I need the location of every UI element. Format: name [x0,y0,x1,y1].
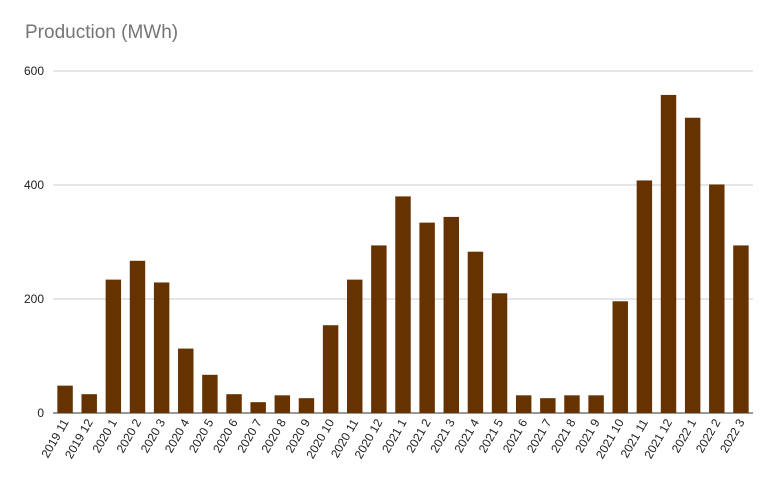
bar [81,394,97,413]
bar [395,196,411,413]
bar [57,385,73,413]
bar [226,394,242,413]
bar [202,374,218,413]
bar [322,325,339,413]
chart-title: Production (MWh) [25,22,179,43]
x-tick-label: 2022 3 [717,416,748,455]
bar [612,301,628,413]
bar [129,260,146,413]
bar [347,279,363,413]
bar [274,395,291,413]
bar [540,398,556,413]
bar [515,395,532,413]
bar [636,180,653,413]
bar [467,251,484,413]
bar [419,222,435,413]
bar [684,117,701,414]
y-tick-label: 0 [37,406,44,420]
bar [298,398,315,413]
bar [443,216,459,413]
bars [57,94,749,414]
y-tick-label: 200 [24,292,44,306]
bar [178,348,194,413]
bar [371,245,387,413]
bar [564,395,580,413]
bar [105,279,122,413]
bar [588,395,604,413]
y-tick-label: 600 [24,64,44,78]
bar [153,282,170,413]
bar [709,184,725,413]
bar [250,402,266,413]
bar [733,245,749,413]
y-axis: 0 200 400 600 [24,64,44,420]
y-tick-label: 400 [24,178,44,192]
bar [491,293,508,413]
bar [660,94,677,413]
